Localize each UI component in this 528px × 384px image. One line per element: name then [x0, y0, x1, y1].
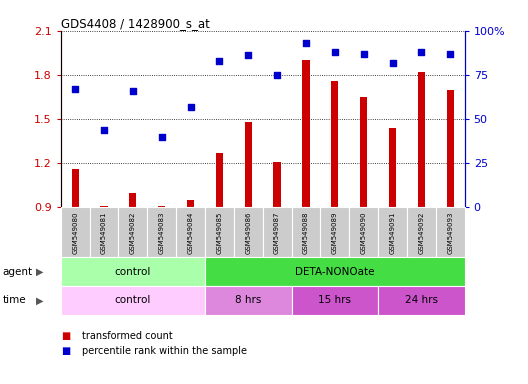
Text: GSM549089: GSM549089: [332, 211, 338, 254]
Bar: [61, 257, 205, 286]
Point: [360, 51, 368, 57]
Bar: [100, 206, 108, 207]
Bar: [176, 207, 205, 257]
Bar: [118, 207, 147, 257]
Text: ■: ■: [61, 346, 70, 356]
Point: [215, 58, 224, 64]
Text: GSM549092: GSM549092: [418, 211, 425, 254]
Point: [186, 104, 195, 110]
Point: [100, 127, 108, 133]
Text: GSM549085: GSM549085: [216, 211, 222, 254]
Point: [331, 49, 339, 55]
Text: GDS4408 / 1428900_s_at: GDS4408 / 1428900_s_at: [61, 17, 210, 30]
Point: [417, 49, 426, 55]
Point: [446, 51, 455, 57]
Point: [244, 52, 252, 58]
Bar: [244, 122, 252, 207]
Bar: [205, 207, 234, 257]
Text: GSM549080: GSM549080: [72, 211, 78, 254]
Bar: [389, 128, 396, 207]
Point: [273, 72, 281, 78]
Text: ■: ■: [61, 331, 70, 341]
Bar: [205, 257, 465, 286]
Bar: [262, 207, 291, 257]
Text: transformed count: transformed count: [82, 331, 173, 341]
Point: [157, 134, 166, 140]
Bar: [291, 286, 378, 315]
Text: 8 hrs: 8 hrs: [235, 295, 261, 306]
Bar: [303, 60, 309, 207]
Bar: [320, 207, 349, 257]
Text: GSM549081: GSM549081: [101, 211, 107, 254]
Bar: [147, 207, 176, 257]
Text: time: time: [3, 295, 26, 306]
Text: GSM549086: GSM549086: [245, 211, 251, 254]
Bar: [129, 193, 136, 207]
Text: GSM549087: GSM549087: [274, 211, 280, 254]
Text: GSM549090: GSM549090: [361, 211, 366, 254]
Bar: [418, 72, 425, 207]
Text: ▶: ▶: [36, 295, 43, 306]
Text: ▶: ▶: [36, 266, 43, 277]
Bar: [447, 89, 454, 207]
Bar: [61, 286, 205, 315]
Bar: [205, 286, 291, 315]
Bar: [407, 207, 436, 257]
Text: GSM549084: GSM549084: [187, 211, 194, 254]
Point: [71, 86, 79, 92]
Text: GSM549082: GSM549082: [130, 211, 136, 254]
Bar: [436, 207, 465, 257]
Bar: [378, 207, 407, 257]
Text: control: control: [115, 295, 151, 306]
Point: [129, 88, 137, 94]
Bar: [216, 153, 223, 207]
Text: DETA-NONOate: DETA-NONOate: [295, 266, 374, 277]
Text: GSM549088: GSM549088: [303, 211, 309, 254]
Bar: [61, 207, 90, 257]
Text: GSM549083: GSM549083: [159, 211, 165, 254]
Bar: [378, 286, 465, 315]
Text: 15 hrs: 15 hrs: [318, 295, 351, 306]
Bar: [360, 97, 367, 207]
Text: 24 hrs: 24 hrs: [405, 295, 438, 306]
Point: [301, 40, 310, 46]
Bar: [71, 169, 79, 207]
Bar: [274, 162, 281, 207]
Bar: [158, 206, 165, 207]
Text: agent: agent: [3, 266, 33, 277]
Bar: [187, 200, 194, 207]
Text: GSM549093: GSM549093: [447, 211, 453, 254]
Bar: [349, 207, 378, 257]
Bar: [234, 207, 263, 257]
Text: percentile rank within the sample: percentile rank within the sample: [82, 346, 247, 356]
Bar: [331, 81, 338, 207]
Point: [388, 60, 397, 66]
Bar: [90, 207, 118, 257]
Text: control: control: [115, 266, 151, 277]
Text: GSM549091: GSM549091: [390, 211, 395, 254]
Bar: [291, 207, 320, 257]
